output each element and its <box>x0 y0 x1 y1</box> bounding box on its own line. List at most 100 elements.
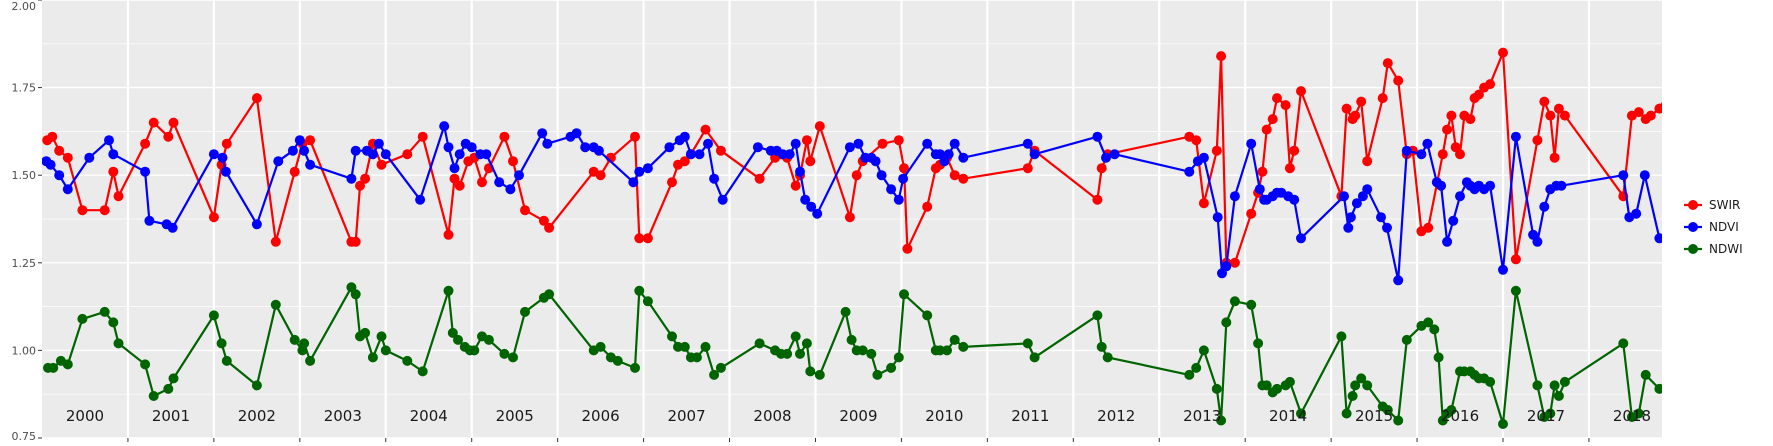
data-point-swir <box>893 135 904 146</box>
data-point-swir <box>140 138 151 149</box>
data-point-ndwi <box>1184 369 1195 380</box>
data-point-swir <box>1267 114 1278 125</box>
data-point-ndvi <box>1382 222 1392 233</box>
data-point-ndwi <box>1618 338 1629 349</box>
data-point-ndvi <box>679 131 690 142</box>
data-point-ndwi <box>1673 275 1683 285</box>
legend: SWIR NDVI NDWI <box>1684 198 1743 256</box>
data-point-ndwi <box>922 310 933 321</box>
data-point-swir <box>148 117 159 128</box>
data-point-swir <box>1280 100 1291 111</box>
data-point-ndvi <box>1697 233 1707 243</box>
data-point-ndvi <box>580 142 591 153</box>
data-point-ndvi <box>1212 212 1223 223</box>
data-point-ndvi <box>784 149 795 160</box>
data-point-swir <box>700 124 711 135</box>
data-point-swir <box>270 236 281 247</box>
data-point-ndvi <box>514 170 524 181</box>
year-label: 2013 <box>1183 407 1221 425</box>
data-point-swir <box>402 149 413 160</box>
data-point-swir <box>1437 149 1448 160</box>
data-point-ndwi <box>1485 376 1496 387</box>
data-point-swir <box>1191 135 1202 146</box>
year-label: 2002 <box>238 407 276 425</box>
data-point-ndvi <box>1654 233 1662 244</box>
data-point-ndvi <box>415 194 426 205</box>
data-point-ndwi <box>1553 391 1564 401</box>
data-point-swir <box>1261 124 1272 135</box>
year-label: 2011 <box>1011 407 1049 425</box>
data-point-ndwi <box>499 348 510 359</box>
data-point-ndwi <box>1423 317 1434 328</box>
data-point-ndwi <box>1708 395 1718 405</box>
data-point-swir <box>1246 208 1257 219</box>
data-point-ndwi <box>595 341 606 352</box>
year-labels: 2000 2001 2002 2003 2004 2005 2006 2007 2008 2009… <box>66 407 1651 425</box>
data-point-swir <box>1703 177 1713 187</box>
data-point-ndvi <box>494 177 505 188</box>
data-point-ndwi <box>1296 408 1306 419</box>
data-point-ndwi <box>893 352 904 363</box>
data-point-ndwi <box>443 285 454 296</box>
data-point-swir <box>508 156 518 167</box>
data-point-ndwi <box>1029 352 1040 363</box>
data-point-ndvi <box>294 135 305 146</box>
data-point-ndwi <box>1102 352 1113 363</box>
data-point-ndvi <box>1184 166 1195 177</box>
data-point-ndvi <box>367 149 378 160</box>
data-point-ndwi <box>1191 362 1202 373</box>
year-grid-lines <box>126 0 1591 438</box>
data-point-swir <box>376 159 387 170</box>
data-point-ndwi <box>886 362 897 373</box>
data-point-swir <box>1393 75 1404 86</box>
data-point-swir <box>1284 163 1295 174</box>
data-point-ndwi <box>1246 299 1257 310</box>
data-point-ndvi <box>1498 264 1508 275</box>
data-point-ndwi <box>840 306 851 317</box>
data-point-swir <box>1289 145 1300 156</box>
data-point-ndwi <box>99 306 110 317</box>
data-point-ndvi <box>144 215 155 226</box>
data-point-swir <box>1553 103 1564 114</box>
data-point-ndvi <box>1376 212 1386 223</box>
data-point-ndwi <box>872 369 883 380</box>
data-point-ndvi <box>505 184 516 195</box>
grid-major-lines <box>42 0 1662 439</box>
data-point-swir <box>1465 114 1476 125</box>
data-point-ndwi <box>447 327 458 338</box>
data-point-swir <box>844 212 855 223</box>
data-point-ndwi <box>148 391 159 401</box>
year-label: 2014 <box>1269 407 1307 425</box>
data-point-ndvi <box>876 170 887 181</box>
data-point-ndwi <box>700 341 711 352</box>
data-point-ndwi <box>1350 380 1361 391</box>
data-point-ndwi <box>1633 408 1644 419</box>
data-point-swir <box>1510 254 1521 265</box>
data-point-swir <box>544 222 555 233</box>
y-tick-label: 1.25 <box>12 257 37 270</box>
data-point-ndvi <box>694 149 705 160</box>
data-point-ndvi <box>1510 131 1521 142</box>
year-label: 2015 <box>1355 407 1393 425</box>
data-point-swir <box>1545 110 1556 121</box>
data-point-ndwi <box>402 355 413 366</box>
data-point-ndvi <box>466 142 477 153</box>
legend-label: NDWI <box>1709 242 1743 256</box>
series-layer <box>42 47 1718 429</box>
data-point-ndvi <box>958 152 969 163</box>
data-point-swir <box>1022 163 1033 174</box>
data-point-ndwi <box>1336 331 1347 342</box>
data-point-swir <box>754 173 765 184</box>
data-point-swir <box>289 166 300 177</box>
legend-label: SWIR <box>1709 198 1740 212</box>
data-point-swir <box>899 163 909 174</box>
data-point-ndwi <box>679 341 690 352</box>
data-point-ndvi <box>1254 184 1265 195</box>
data-point-ndwi <box>289 334 300 345</box>
data-point-ndvi <box>1539 201 1550 212</box>
data-point-ndwi <box>846 334 857 345</box>
data-point-ndvi <box>537 128 548 139</box>
data-point-ndvi <box>642 163 653 174</box>
data-point-swir <box>62 152 73 163</box>
